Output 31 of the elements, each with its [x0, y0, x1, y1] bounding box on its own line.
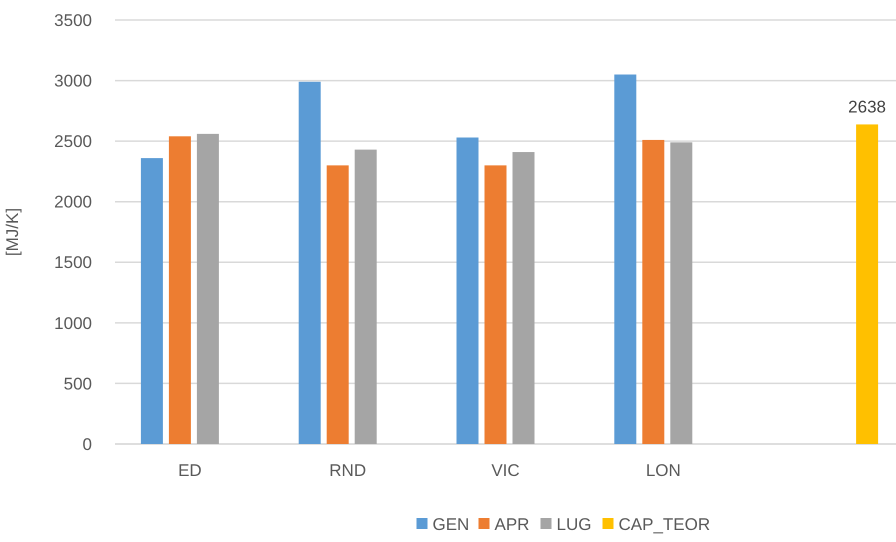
y-tick-label: 3000: [54, 72, 92, 91]
bar: [140, 158, 163, 444]
y-tick-label: 2000: [54, 192, 92, 212]
bar: [642, 140, 664, 444]
y-tick-label: 1500: [54, 253, 92, 272]
y-tick-label: 2500: [54, 132, 92, 152]
legend-label: LUG: [556, 514, 592, 534]
y-tick-label: 500: [64, 374, 92, 394]
x-tick-label: LON: [646, 461, 681, 480]
bar: [168, 136, 191, 444]
bar: [484, 165, 506, 444]
x-tick-label: VIC: [491, 461, 520, 480]
x-tick-label: RND: [329, 461, 366, 480]
bar: [512, 152, 534, 444]
bar: [326, 165, 349, 444]
bar: [456, 138, 478, 444]
y-tick-label: 0: [82, 434, 92, 454]
legend-label: APR: [494, 514, 530, 534]
x-tick-label: ED: [178, 461, 202, 480]
y-tick-label: 1000: [54, 314, 92, 333]
legend-label: GEN: [432, 514, 470, 534]
bar: [670, 142, 692, 444]
bar: [196, 134, 219, 444]
bar: [354, 150, 377, 444]
bar: [298, 82, 321, 444]
y-axis-title: [MJ/K]: [3, 208, 22, 256]
data-label: 2638: [848, 97, 886, 116]
bar: [614, 74, 636, 444]
y-tick-label: 3500: [54, 10, 92, 30]
bar: [856, 124, 878, 444]
legend-label: CAP_TEOR: [618, 514, 710, 534]
